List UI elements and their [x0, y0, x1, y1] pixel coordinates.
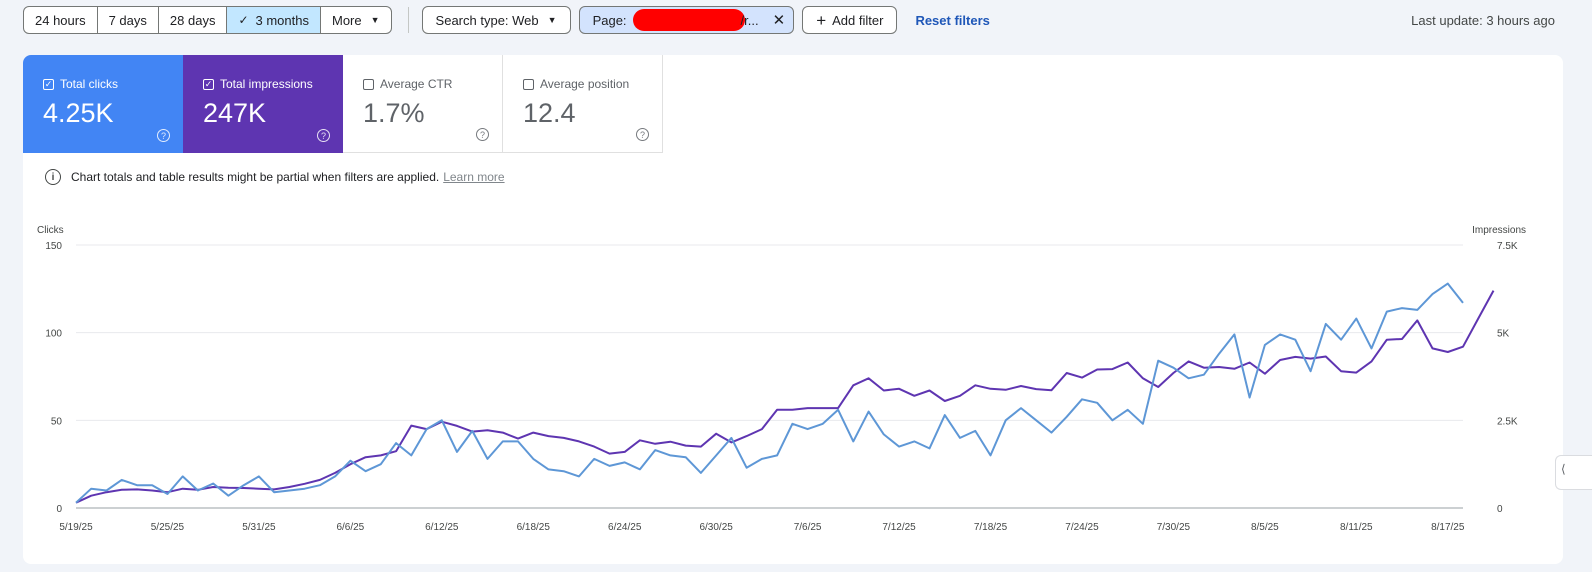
metric-position-value: 12.4 — [523, 98, 576, 128]
info-icon: i — [45, 169, 61, 185]
x-tick-label: 6/6/25 — [336, 522, 364, 533]
metric-ctr-value: 1.7% — [363, 98, 425, 128]
help-icon[interactable]: ? — [317, 129, 330, 142]
metric-impressions-value: 247K — [203, 98, 267, 128]
x-tick-label: 6/12/25 — [425, 522, 459, 533]
page-filter-value: /r... — [740, 12, 759, 28]
checkbox-unchecked-icon[interactable] — [523, 78, 534, 90]
add-filter-label: Add filter — [832, 12, 884, 28]
metric-clicks-value: 4.25K — [43, 98, 114, 128]
caret-down-icon: ▼ — [547, 15, 557, 25]
x-tick-label: 8/5/25 — [1251, 522, 1279, 533]
plus-icon: + — [816, 10, 827, 30]
check-icon: ✓ — [238, 13, 249, 27]
date-range-selector: 24 hours 7 days 28 days ✓ 3 months More … — [23, 6, 392, 34]
y-left-tick-label: 50 — [51, 416, 63, 427]
x-tick-label: 6/18/25 — [517, 522, 551, 533]
metric-ctr-label: Average CTR — [380, 77, 453, 91]
metric-average-ctr[interactable]: Average CTR 1.7% ? — [343, 55, 503, 153]
x-tick-label: 7/6/25 — [794, 522, 822, 533]
search-type-label: Search type: Web — [435, 12, 539, 28]
metric-label-row: ✓ Total clicks — [43, 77, 183, 91]
reset-filters-button[interactable]: Reset filters — [915, 12, 990, 28]
metric-clicks-label: Total clicks — [60, 77, 119, 91]
page-filter-label: Page: — [592, 12, 627, 28]
metric-label-row: ✓ Total impressions — [203, 77, 343, 91]
notice-text: Chart totals and table results might be … — [71, 170, 440, 184]
page-filter-chip[interactable]: Page: /r... ✕ — [578, 6, 795, 34]
date-more-label: More — [332, 12, 362, 28]
clicks-series-line — [75, 282, 1464, 504]
redacted-page-url — [632, 9, 745, 31]
add-filter-button[interactable]: + Add filter — [802, 6, 898, 34]
last-update-text: Last update: 3 hours ago — [1411, 13, 1555, 28]
x-tick-label: 8/17/25 — [1431, 522, 1465, 533]
help-icon[interactable]: ? — [636, 128, 649, 141]
collapse-icon: ⟨ — [1561, 462, 1566, 476]
performance-chart: 0 50 100 150 0 2.5K 5K 7.5K Clicks Impressions 5/1… — [37, 225, 1526, 533]
date-24-hours-button[interactable]: 24 hours — [24, 7, 98, 33]
metric-label-row: Average position — [523, 77, 662, 91]
date-more-button[interactable]: More ▼ — [321, 7, 391, 33]
partial-results-notice: i Chart totals and table results might b… — [45, 169, 505, 185]
x-tick-label: 5/19/25 — [59, 522, 93, 533]
search-type-filter[interactable]: Search type: Web ▼ — [421, 6, 571, 34]
x-tick-label: 7/30/25 — [1157, 522, 1191, 533]
metric-average-position[interactable]: Average position 12.4 ? — [503, 55, 663, 153]
help-icon[interactable]: ? — [157, 129, 170, 142]
y-right-tick-label: 2.5K — [1497, 416, 1518, 427]
metric-label-row: Average CTR — [363, 77, 502, 91]
y-left-tick-label: 150 — [45, 241, 62, 252]
metric-impressions-label: Total impressions — [220, 77, 313, 91]
metric-total-clicks[interactable]: ✓ Total clicks 4.25K ? — [23, 55, 183, 153]
impressions-series-line — [75, 290, 1495, 504]
performance-card: ✓ Total clicks 4.25K ? ✓ Total impressio… — [23, 55, 1563, 564]
checkbox-checked-icon[interactable]: ✓ — [43, 78, 54, 90]
x-tick-label: 6/30/25 — [699, 522, 733, 533]
y-right-tick-label: 7.5K — [1497, 241, 1518, 252]
y-right-tick-label: 5K — [1497, 329, 1510, 340]
y-right-tick-label: 0 — [1497, 504, 1503, 515]
y-right-axis-label: Impressions — [1472, 225, 1526, 236]
learn-more-link[interactable]: Learn more — [443, 170, 505, 184]
date-3-months-label: 3 months — [255, 12, 309, 28]
checkbox-checked-icon[interactable]: ✓ — [203, 78, 214, 90]
x-tick-label: 7/18/25 — [974, 522, 1008, 533]
y-left-axis-label: Clicks — [37, 225, 64, 236]
x-tick-label: 6/24/25 — [608, 522, 642, 533]
x-tick-label: 5/25/25 — [151, 522, 185, 533]
metric-total-impressions[interactable]: ✓ Total impressions 247K ? — [183, 55, 343, 153]
date-7-days-button[interactable]: 7 days — [98, 7, 159, 33]
y-left-tick-label: 100 — [45, 329, 62, 340]
x-tick-label: 5/31/25 — [242, 522, 276, 533]
caret-down-icon: ▼ — [370, 15, 380, 25]
help-icon[interactable]: ? — [476, 128, 489, 141]
filter-bar: 24 hours 7 days 28 days ✓ 3 months More … — [23, 6, 990, 34]
x-tick-label: 7/12/25 — [882, 522, 916, 533]
metric-tiles: ✓ Total clicks 4.25K ? ✓ Total impressio… — [23, 55, 1563, 153]
checkbox-unchecked-icon[interactable] — [363, 78, 374, 90]
side-panel-tab[interactable]: ⟨ — [1555, 455, 1592, 490]
date-3-months-button[interactable]: ✓ 3 months — [227, 7, 321, 33]
close-icon[interactable]: ✕ — [772, 12, 786, 29]
date-28-days-button[interactable]: 28 days — [159, 7, 228, 33]
x-tick-label: 7/24/25 — [1065, 522, 1099, 533]
metric-position-label: Average position — [540, 77, 630, 91]
toolbar-divider — [407, 7, 409, 33]
x-tick-label: 8/11/25 — [1340, 522, 1373, 533]
y-left-tick-label: 0 — [56, 504, 62, 515]
